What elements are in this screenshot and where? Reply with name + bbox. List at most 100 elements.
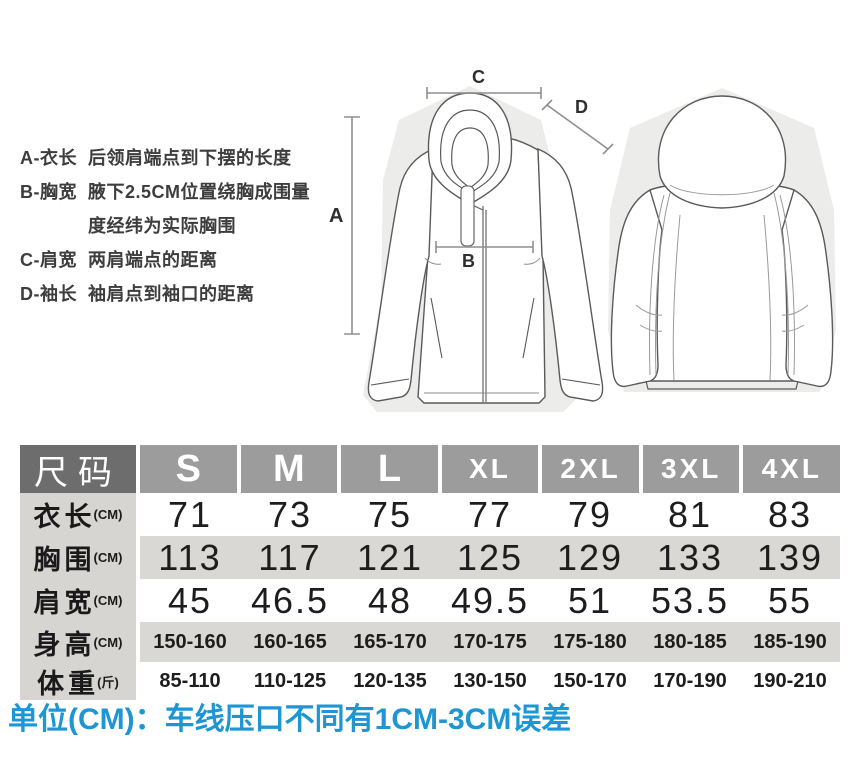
row-values: 71 73 75 77 79 81 83 [140, 493, 840, 536]
measure-line-b [435, 241, 534, 253]
table-cell: 150-160 [153, 630, 227, 653]
table-cell: 83 [767, 493, 813, 535]
table-cell: 139 [756, 536, 824, 578]
header-cell-l: L [341, 445, 438, 493]
table-row-chest: 胸围 (CM) 113 117 121 125 129 133 139 [20, 536, 840, 579]
table-cell: 120-135 [353, 669, 427, 692]
definition-desc: 两肩端点的距离 [88, 250, 218, 270]
measure-line-a [344, 116, 360, 335]
row-label-cell: 胸围 (CM) [20, 536, 136, 579]
header-cell-m: M [240, 445, 338, 493]
back-hood-shadow [669, 184, 775, 196]
row-label: 肩宽 [33, 588, 96, 618]
row-values: 45 46.5 48 49.5 51 53.5 55 [140, 579, 840, 622]
definition-term: B-胸宽 [20, 182, 77, 202]
table-cell: 48 [367, 579, 413, 621]
table-cell: 110-125 [253, 669, 327, 692]
table-cell: 73 [267, 493, 313, 535]
table-cell: 185-190 [753, 630, 827, 653]
definition-row-b: B-胸宽 腋下2.5CM位置绕胸成围量 度经纬为实际胸围 [20, 175, 330, 243]
measure-label-b: B [462, 251, 475, 271]
back-jacket-diagram [608, 88, 836, 392]
table-cell: 71 [167, 493, 213, 535]
table-cell: 45 [167, 579, 213, 621]
table-row-shoulder: 肩宽 (CM) 45 46.5 48 49.5 51 53.5 55 [20, 579, 840, 622]
row-label-cell: 肩宽 (CM) [20, 579, 136, 622]
header-cell-s: S [140, 445, 237, 493]
table-row-height: 身高 (CM) 150-160 160-165 165-170 170-175 … [20, 622, 840, 662]
size-table: 尺码 S M L XL 2XL 3XL 4XL 衣长 (CM) 71 73 [20, 445, 841, 700]
table-cell: 121 [356, 536, 424, 578]
table-cell: 165-170 [353, 630, 427, 653]
table-cell: 46.5 [250, 579, 330, 621]
header-cell-xl: XL [441, 445, 539, 493]
table-cell: 133 [656, 536, 724, 578]
measure-label-c: C [472, 67, 485, 87]
table-cell: 180-185 [653, 630, 727, 653]
table-cell: 51 [567, 579, 613, 621]
definition-row-d: D-袖长 袖肩点到袖口的距离 [20, 277, 330, 311]
table-header-row: 尺码 S M L XL 2XL 3XL 4XL [20, 445, 841, 493]
table-cell: 190-210 [753, 669, 827, 692]
front-jacket-diagram [344, 86, 614, 412]
measure-label-a: A [329, 205, 344, 227]
back-hem-band [645, 380, 799, 390]
measure-label-d: D [575, 97, 588, 117]
table-cell: 77 [467, 493, 513, 535]
row-values: 150-160 160-165 165-170 170-175 175-180 … [140, 622, 840, 662]
row-unit: (CM) [93, 507, 123, 522]
row-unit: (CM) [93, 593, 123, 608]
table-cell: 130-150 [453, 669, 527, 692]
measurement-definitions: A-衣长 后领肩端点到下摆的长度 B-胸宽 腋下2.5CM位置绕胸成围量 度经纬… [20, 141, 330, 311]
front-left-sleeve [367, 147, 434, 402]
measure-line-d [541, 99, 614, 155]
table-cell: 85-110 [159, 669, 221, 692]
table-cell: 175-180 [553, 630, 627, 653]
row-label: 胸围 [33, 545, 96, 575]
row-label-cell: 衣长 (CM) [20, 493, 136, 536]
definition-desc: 腋下2.5CM位置绕胸成围量 度经纬为实际胸围 [88, 182, 311, 236]
table-cell: 113 [158, 536, 222, 578]
column-gap [136, 579, 140, 622]
front-zipper [482, 206, 487, 402]
table-cell: 129 [556, 536, 624, 578]
definition-term: A-衣长 [20, 148, 77, 168]
row-label-cell: 体重 (斤) [20, 662, 136, 700]
table-cell: 79 [567, 493, 613, 535]
front-chest-pocket [460, 185, 475, 247]
row-label: 身高 [33, 629, 96, 660]
table-row-length: 衣长 (CM) 71 73 75 77 79 81 83 [20, 493, 840, 536]
table-cell: 49.5 [450, 579, 530, 621]
row-label-cell: 身高 (CM) [20, 622, 136, 662]
column-gap [136, 536, 140, 579]
table-header-cells: S M L XL 2XL 3XL 4XL [140, 445, 841, 493]
row-values: 85-110 110-125 120-135 130-150 150-170 1… [140, 662, 840, 700]
table-cell: 75 [367, 493, 413, 535]
table-cell: 160-165 [253, 630, 327, 653]
back-hood [657, 95, 787, 209]
back-body-outline [631, 181, 813, 382]
definition-row-c: C-肩宽 两肩端点的距离 [20, 243, 330, 277]
row-label: 体重 [37, 668, 100, 699]
front-right-sleeve [537, 147, 604, 402]
table-cell: 81 [667, 493, 713, 535]
back-seam-lines [635, 192, 809, 381]
front-armpit-marks [424, 257, 541, 265]
definition-desc: 后领肩端点到下摆的长度 [88, 148, 292, 168]
definition-term: C-肩宽 [20, 250, 77, 270]
size-title: 尺码 [34, 453, 122, 492]
row-unit: (CM) [93, 634, 123, 650]
column-gap [136, 445, 140, 493]
table-cell: 125 [456, 536, 524, 578]
header-cell-3xl: 3XL [642, 445, 740, 493]
front-pocket-slashes [430, 297, 535, 359]
row-unit: (CM) [93, 550, 123, 565]
row-label: 衣长 [33, 502, 96, 532]
front-cuff-lines [370, 378, 601, 386]
table-cell: 170-190 [653, 669, 727, 692]
column-gap [136, 662, 140, 700]
unit-footnote: 单位(CM)：车线压口不同有1CM-3CM误差 [8, 703, 572, 736]
header-cell-2xl: 2XL [542, 445, 639, 493]
table-cell: 150-170 [553, 669, 627, 692]
table-cell: 55 [767, 579, 813, 621]
